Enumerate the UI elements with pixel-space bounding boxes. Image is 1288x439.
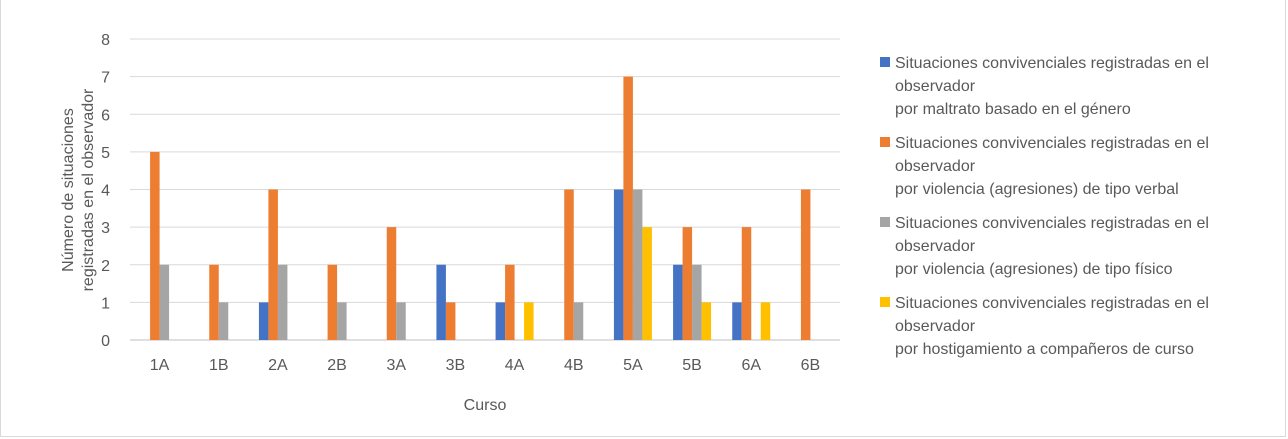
legend-label-line: por violencia (agresiones) de tipo verba… bbox=[895, 181, 1179, 198]
bar-2A-series-1 bbox=[258, 302, 269, 340]
bars bbox=[150, 76, 811, 340]
legend-swatch bbox=[880, 297, 890, 307]
y-tick-label: 4 bbox=[101, 183, 110, 200]
bar-6A-series-4 bbox=[760, 302, 771, 340]
y-tick-label: 2 bbox=[101, 258, 110, 275]
legend-swatch bbox=[880, 57, 890, 67]
y-tick-label: 7 bbox=[101, 70, 110, 87]
bar-1A-series-3 bbox=[159, 264, 170, 340]
y-tick-label: 5 bbox=[101, 145, 110, 162]
legend-swatch bbox=[880, 137, 890, 147]
bar-1B-series-3 bbox=[218, 302, 229, 340]
legend-label-line: por hostigamiento a compañeros de curso bbox=[895, 341, 1194, 358]
bar-5B-series-4 bbox=[701, 302, 712, 340]
bar-6A-series-1 bbox=[732, 302, 742, 340]
bar-3A-series-3 bbox=[396, 302, 406, 340]
legend-label-line: Situaciones convivenciales registradas e… bbox=[895, 55, 1209, 72]
y-tick-label: 8 bbox=[101, 32, 110, 49]
x-tick-label: 5B bbox=[682, 357, 702, 374]
legend-label-line: Situaciones convivenciales registradas e… bbox=[895, 135, 1209, 152]
legend-label-line: Situaciones convivenciales registradas e… bbox=[895, 295, 1209, 312]
legend: Situaciones convivenciales registradas e… bbox=[880, 55, 1209, 358]
y-axis-title: Número de situaciones registradas en el … bbox=[60, 88, 97, 291]
x-axis-title: Curso bbox=[464, 397, 507, 414]
x-tick-label: 4B bbox=[564, 357, 584, 374]
y-axis-title-line-1: Número de situaciones bbox=[60, 108, 77, 272]
bar-2B-series-3 bbox=[337, 302, 347, 340]
bar-3A-series-2 bbox=[386, 227, 397, 340]
bar-6B-series-2 bbox=[800, 189, 811, 340]
bar-1B-series-2 bbox=[209, 264, 219, 340]
bar-3B-series-1 bbox=[436, 264, 446, 340]
x-tick-label: 6B bbox=[801, 357, 821, 374]
bar-1A-series-2 bbox=[150, 151, 160, 340]
gridlines bbox=[130, 38, 840, 341]
x-tick-label: 5A bbox=[623, 357, 643, 374]
x-tick-label: 1A bbox=[150, 357, 170, 374]
bar-4A-series-2 bbox=[505, 264, 515, 340]
legend-label-line: Situaciones convivenciales registradas e… bbox=[895, 215, 1209, 232]
x-tick-label: 3A bbox=[386, 357, 406, 374]
legend-label-line: por maltrato basado en el género bbox=[895, 101, 1131, 118]
legend-swatch bbox=[880, 217, 890, 227]
bar-5B-series-3 bbox=[692, 264, 702, 340]
legend-label-line: observador bbox=[895, 78, 976, 95]
bar-5B-series-1 bbox=[673, 264, 683, 340]
bar-4A-series-1 bbox=[495, 302, 506, 340]
x-tick-label: 2B bbox=[327, 357, 347, 374]
x-tick-label: 4A bbox=[505, 357, 525, 374]
legend-label-line: por violencia (agresiones) de tipo físic… bbox=[895, 261, 1173, 278]
bar-4A-series-4 bbox=[524, 302, 534, 340]
legend-label-line: observador bbox=[895, 238, 976, 255]
bar-5A-series-4 bbox=[642, 227, 652, 340]
bar-2A-series-3 bbox=[277, 264, 288, 340]
bar-3B-series-2 bbox=[445, 302, 456, 340]
y-tick-label: 0 bbox=[101, 333, 110, 350]
legend-label-line: observador bbox=[895, 158, 976, 175]
bar-5A-series-1 bbox=[613, 189, 624, 340]
bar-4B-series-2 bbox=[564, 189, 574, 340]
axes: 0 1 2 3 4 5 6 7 8 1A 1B 2A 2B 3A 3B 4A 4B 5A 5B 6A 6B bbox=[101, 32, 820, 374]
bar-5B-series-2 bbox=[682, 227, 693, 340]
x-tick-label: 6A bbox=[741, 357, 761, 374]
bar-2B-series-2 bbox=[327, 264, 338, 340]
x-tick-label: 3B bbox=[446, 357, 466, 374]
y-axis-title-line-2: registradas en el observador bbox=[80, 88, 97, 291]
bar-2A-series-2 bbox=[268, 189, 278, 340]
x-tick-label: 1B bbox=[209, 357, 229, 374]
x-tick-label: 2A bbox=[268, 357, 288, 374]
y-tick-label: 1 bbox=[101, 295, 110, 312]
bar-6A-series-2 bbox=[741, 227, 752, 340]
bar-4B-series-3 bbox=[573, 302, 584, 340]
bar-5A-series-2 bbox=[623, 76, 633, 340]
y-tick-label: 6 bbox=[101, 107, 110, 124]
legend-label-line: observador bbox=[895, 318, 976, 335]
bar-5A-series-3 bbox=[632, 189, 643, 340]
y-tick-label: 3 bbox=[101, 220, 110, 237]
